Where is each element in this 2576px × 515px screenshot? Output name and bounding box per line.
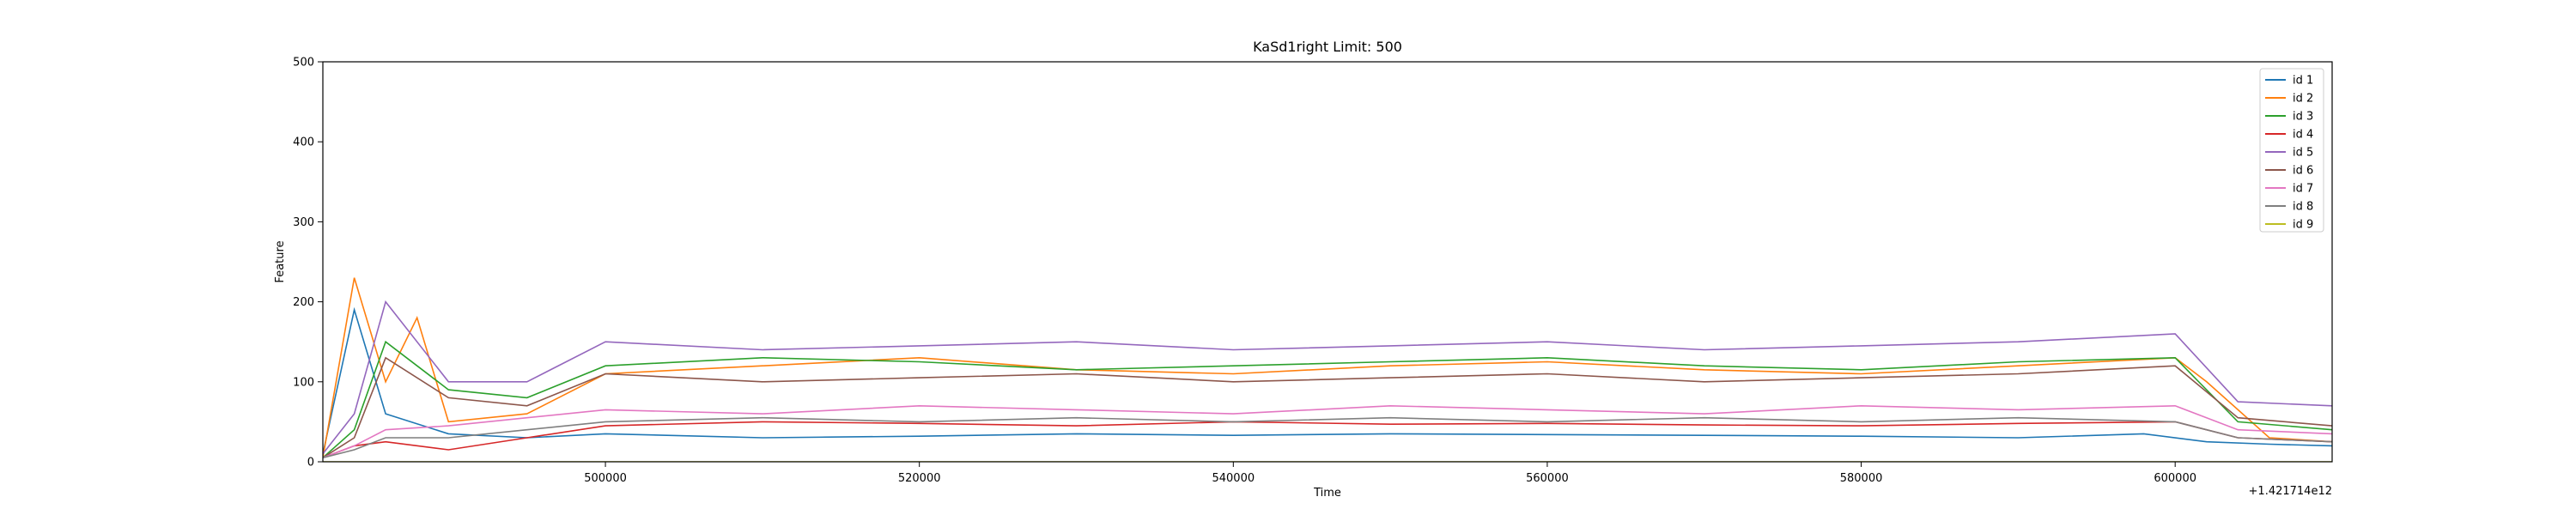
x-axis-label: Time	[1313, 487, 1341, 500]
y-tick-label: 200	[293, 296, 314, 309]
legend-label: id 3	[2293, 111, 2313, 124]
legend-label: id 6	[2293, 165, 2313, 178]
y-tick-label: 0	[307, 457, 314, 470]
x-tick-label: 580000	[1840, 472, 1883, 485]
y-tick-label: 400	[293, 136, 314, 149]
series-line-8	[323, 416, 2332, 459]
y-tick-label: 100	[293, 376, 314, 389]
series-line-2	[323, 277, 2332, 458]
series-line-4	[323, 421, 2332, 459]
x-tick-label: 520000	[898, 472, 941, 485]
y-axis-label: Feature	[274, 240, 287, 282]
y-tick-label: 300	[293, 216, 314, 229]
chart-title: KaSd1right Limit: 500	[1253, 39, 1402, 55]
x-axis-offset-label: +1.421714e12	[2249, 485, 2332, 498]
legend-label: id 9	[2293, 219, 2313, 232]
series-line-3	[323, 340, 2332, 458]
legend-label: id 4	[2293, 129, 2313, 142]
x-axis-ticks: 500000 520000 540000 560000 580000 600000	[584, 462, 2196, 485]
plot-area	[323, 277, 2332, 462]
legend-label: id 5	[2293, 147, 2313, 160]
legend-label: id 1	[2293, 75, 2313, 88]
legend: id 1 id 2 id 3 id 4 id 5 id 6 id 7 id 8 id 9	[2259, 68, 2324, 233]
plot-frame	[322, 61, 2333, 463]
series-line-1	[323, 306, 2332, 454]
series-line-7	[323, 404, 2332, 459]
x-tick-label: 540000	[1212, 472, 1255, 485]
legend-box	[2259, 68, 2324, 233]
x-tick-label: 500000	[584, 472, 627, 485]
series-line-5	[323, 300, 2332, 455]
y-axis-ticks: 0 100 200 300 400 500	[293, 57, 323, 470]
y-tick-label: 500	[293, 57, 314, 70]
legend-label: id 8	[2293, 201, 2313, 214]
x-tick-label: 600000	[2154, 472, 2196, 485]
legend-label: id 7	[2293, 183, 2313, 196]
series-line-6	[323, 356, 2332, 458]
x-tick-label: 560000	[1526, 472, 1569, 485]
legend-label: id 2	[2293, 93, 2313, 106]
